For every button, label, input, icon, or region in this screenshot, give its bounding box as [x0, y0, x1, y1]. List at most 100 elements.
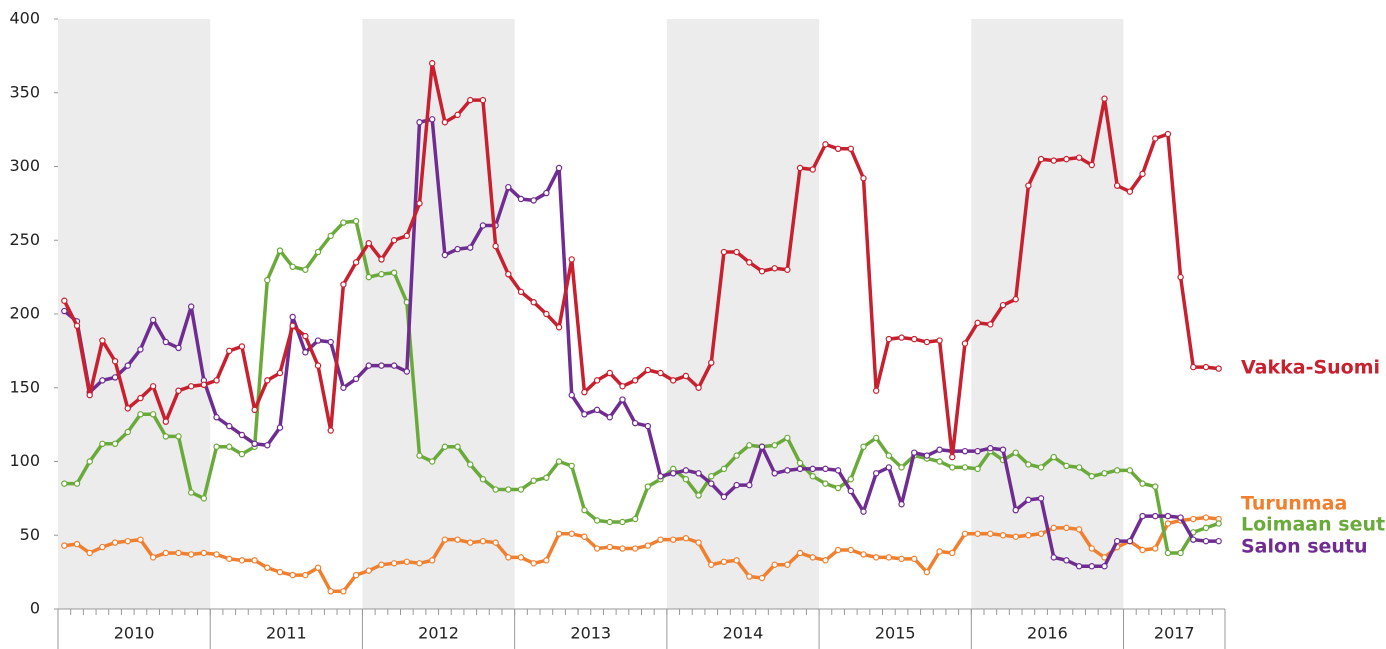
data-point: [1164, 130, 1172, 138]
data-point: [809, 473, 816, 480]
data-point: [276, 247, 284, 254]
x-tick-label: 2016: [1027, 624, 1068, 643]
data-point: [949, 464, 956, 471]
data-point: [1113, 182, 1121, 189]
data-point: [454, 536, 461, 543]
data-point: [162, 338, 170, 346]
data-point: [568, 256, 575, 263]
data-point: [187, 489, 195, 496]
data-point: [1126, 537, 1134, 545]
series-label: Loimaan seutu: [1241, 514, 1386, 536]
data-point: [872, 470, 880, 477]
data-point: [695, 492, 702, 499]
data-point: [238, 450, 246, 458]
data-point: [568, 462, 575, 470]
year-band: [666, 19, 820, 609]
data-point: [61, 542, 68, 549]
data-point: [796, 465, 804, 473]
data-point: [885, 335, 893, 343]
data-point: [695, 470, 702, 477]
data-point: [467, 96, 474, 104]
data-point: [86, 391, 93, 399]
data-point: [720, 465, 728, 473]
data-point: [911, 449, 918, 456]
data-point: [999, 532, 1007, 539]
data-point: [200, 381, 208, 388]
data-point: [365, 273, 372, 281]
data-point: [124, 362, 131, 369]
data-point: [733, 481, 740, 489]
data-point: [758, 268, 766, 275]
data-point: [771, 442, 778, 449]
data-point: [429, 60, 436, 67]
data-point: [1050, 157, 1057, 164]
data-point: [86, 458, 93, 465]
data-point: [784, 561, 791, 568]
data-point: [695, 539, 702, 546]
data-point: [733, 248, 740, 256]
data-point: [530, 197, 537, 204]
data-point: [1050, 554, 1057, 561]
data-point: [834, 546, 842, 554]
data-point: [936, 548, 943, 555]
data-point: [720, 493, 728, 501]
data-point: [682, 467, 690, 474]
data-point: [885, 452, 893, 459]
data-point: [1063, 557, 1070, 564]
series-label: Turunmaa: [1241, 493, 1347, 515]
data-point: [860, 508, 867, 515]
data-point: [1088, 161, 1096, 169]
data-point: [619, 545, 626, 552]
data-point: [454, 443, 461, 450]
x-tick-label: 2012: [418, 624, 459, 643]
data-point: [327, 427, 334, 434]
data-point: [631, 545, 639, 552]
data-point: [1139, 480, 1146, 487]
data-point: [149, 554, 157, 561]
data-point: [289, 571, 296, 579]
data-point: [771, 470, 778, 477]
x-tick-label: 2011: [266, 624, 307, 643]
data-point: [1101, 563, 1108, 570]
y-tick-label: 50: [20, 525, 40, 544]
data-point: [961, 530, 969, 537]
data-point: [1152, 483, 1159, 490]
data-point: [619, 396, 626, 403]
data-point: [1190, 536, 1197, 543]
data-point: [1012, 533, 1019, 540]
data-point: [302, 266, 309, 273]
data-point: [860, 175, 867, 182]
data-point: [340, 281, 347, 288]
data-point: [352, 217, 360, 225]
data-point: [822, 557, 829, 564]
data-point: [999, 446, 1007, 453]
data-point: [606, 369, 613, 377]
data-point: [175, 433, 182, 440]
data-point: [73, 322, 81, 329]
data-point: [264, 377, 271, 384]
data-point: [137, 394, 144, 402]
data-point: [1025, 461, 1032, 468]
data-point: [593, 406, 601, 414]
x-tick-label: 2014: [723, 624, 764, 643]
data-point: [796, 459, 804, 467]
data-point: [746, 442, 753, 449]
data-point: [834, 145, 842, 152]
data-point: [1075, 154, 1083, 161]
data-point: [746, 259, 753, 266]
data-point: [467, 461, 474, 468]
data-point: [1037, 155, 1045, 163]
data-point: [834, 467, 842, 474]
data-point: [213, 377, 220, 384]
data-point: [111, 440, 119, 447]
data-point: [758, 443, 766, 450]
data-point: [606, 518, 613, 526]
data-point: [1164, 512, 1172, 520]
data-point: [289, 263, 296, 270]
data-point: [403, 558, 411, 566]
data-point: [378, 362, 385, 369]
data-point: [847, 487, 854, 495]
data-point: [670, 536, 677, 543]
data-point: [644, 366, 652, 374]
data-point: [162, 433, 170, 440]
